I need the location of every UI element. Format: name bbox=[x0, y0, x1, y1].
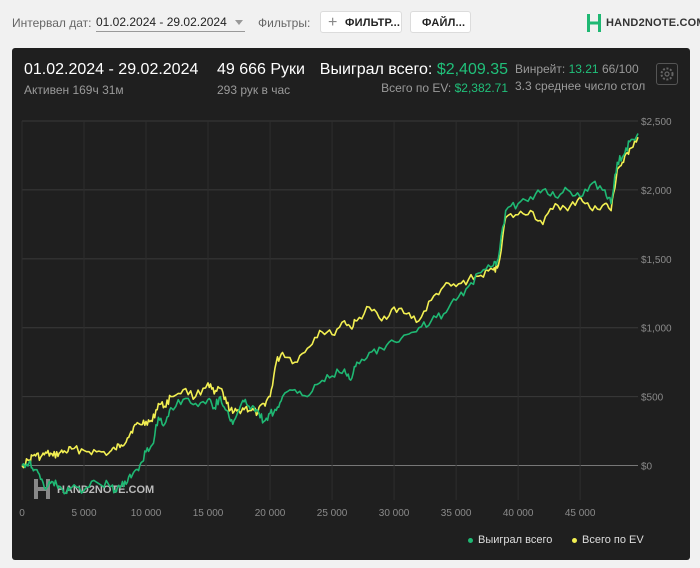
settings-button[interactable] bbox=[656, 63, 678, 85]
series-line-ev bbox=[21, 136, 639, 469]
logo-text: HAND2NOTE.COM bbox=[606, 17, 700, 29]
y-tick-label: $0 bbox=[641, 462, 653, 473]
x-tick-label: 40 000 bbox=[503, 508, 534, 519]
x-tick-label: 15 000 bbox=[193, 508, 224, 519]
y-tick-label: $1,500 bbox=[641, 255, 672, 266]
winrate-value: 13.21 bbox=[568, 62, 599, 76]
series-line-won bbox=[21, 133, 639, 495]
x-tick-label: 10 000 bbox=[131, 508, 162, 519]
filter-button-label: ФИЛЬТР... bbox=[345, 17, 401, 29]
x-tick-label: 30 000 bbox=[379, 508, 410, 519]
profit-chart: $0 $500 $1,000 $1,500 $2,000 $2,500 0 5 000 10 … bbox=[19, 117, 672, 519]
files-button-label: ФАЙЛ... bbox=[422, 17, 466, 29]
active-time: Активен 169ч 31м bbox=[24, 83, 124, 97]
total-ev-value: $2,382.71 bbox=[454, 81, 508, 95]
y-tick-label: $500 bbox=[641, 393, 664, 404]
period-title: 01.02.2024 - 29.02.2024 bbox=[24, 61, 199, 78]
winrate-unit: 66/100 bbox=[601, 62, 639, 76]
date-range-value: 01.02.2024 - 29.02.2024 bbox=[96, 15, 227, 29]
hand2note-logo: HAND2NOTE.COM bbox=[586, 12, 700, 34]
gear-icon bbox=[660, 67, 674, 81]
legend-label-ev: Всего по EV bbox=[582, 534, 644, 546]
winrate: Винрейт: 13.21 66/100 bbox=[515, 62, 639, 76]
graph-panel: 01.02.2024 - 29.02.2024 Активен 169ч 31м… bbox=[12, 48, 690, 560]
y-tick-label: $2,000 bbox=[641, 186, 672, 197]
filter-button[interactable]: + ФИЛЬТР... bbox=[320, 11, 402, 33]
plus-icon: + bbox=[328, 14, 338, 31]
x-tick-label: 20 000 bbox=[255, 508, 286, 519]
y-tick-label: $1,000 bbox=[641, 324, 672, 335]
date-range-select[interactable]: 01.02.2024 - 29.02.2024 bbox=[96, 14, 245, 32]
y-tick-label: $2,500 bbox=[641, 117, 672, 128]
avg-tables: 3.3 среднее число стол bbox=[515, 79, 646, 93]
total-ev: Всего по EV: $2,382.71 bbox=[381, 81, 508, 95]
total-won-label: Выиграл всего: bbox=[319, 61, 433, 78]
x-tick-label: 35 000 bbox=[441, 508, 472, 519]
x-tick-label: 45 000 bbox=[565, 508, 596, 519]
files-button[interactable]: ФАЙЛ... bbox=[410, 11, 471, 33]
chevron-down-icon bbox=[234, 20, 243, 25]
legend-item-ev[interactable]: Всего по EV bbox=[572, 534, 644, 546]
total-ev-label: Всего по EV: bbox=[381, 81, 452, 95]
chart-grid bbox=[21, 120, 638, 500]
y-axis-ticks: $0 $500 $1,000 $1,500 $2,000 $2,500 bbox=[641, 117, 672, 473]
x-axis-ticks: 0 5 000 10 000 15 000 20 000 25 000 30 000 35 0… bbox=[19, 508, 596, 519]
watermark-text: HAND2NOTE.COM bbox=[57, 484, 154, 496]
winrate-label: Винрейт: bbox=[515, 62, 566, 76]
total-won: Выиграл всего: $2,409.35 bbox=[320, 61, 508, 79]
legend-dot-ev bbox=[572, 537, 577, 543]
legend-label-won: Выиграл всего bbox=[478, 534, 553, 546]
chart-series bbox=[21, 133, 639, 495]
x-tick-label: 25 000 bbox=[317, 508, 348, 519]
toolbar: Интервал дат: 01.02.2024 - 29.02.2024 Фи… bbox=[0, 0, 700, 46]
date-range-label: Интервал дат: bbox=[12, 16, 92, 30]
hand2note-logo-icon bbox=[587, 14, 601, 32]
x-tick-label: 0 bbox=[19, 508, 25, 519]
x-tick-label: 5 000 bbox=[71, 508, 96, 519]
total-won-value: $2,409.35 bbox=[436, 61, 508, 78]
hands-count: 49 666 Руки bbox=[217, 61, 305, 78]
legend-dot-won bbox=[468, 537, 473, 543]
legend-item-won[interactable]: Выиграл всего bbox=[468, 534, 552, 546]
hands-per-hour: 293 рук в час bbox=[217, 83, 291, 97]
filters-label: Фильтры: bbox=[258, 16, 311, 30]
